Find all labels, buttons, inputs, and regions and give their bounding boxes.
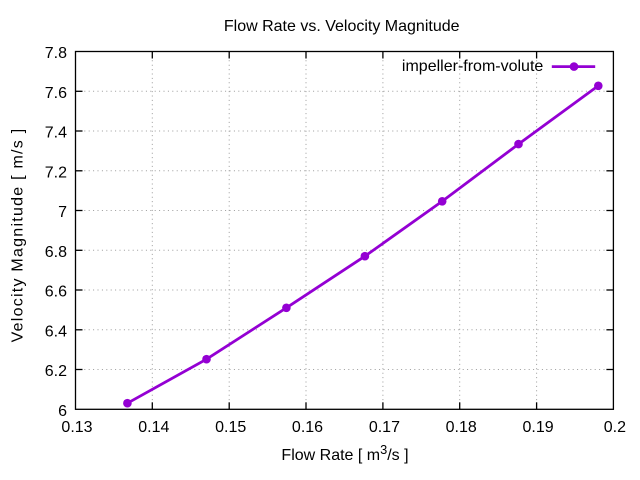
svg-text:0.18: 0.18 [446,419,477,436]
svg-text:6.2: 6.2 [45,363,67,380]
svg-text:0.17: 0.17 [369,419,400,436]
svg-text:impeller-from-volute: impeller-from-volute [402,58,543,75]
svg-text:6.8: 6.8 [45,244,67,261]
svg-text:Velocity Magnitude [ m/s ]: Velocity Magnitude [ m/s ] [10,128,27,343]
svg-text:7: 7 [58,204,67,221]
svg-text:Flow Rate [ m3/s ]: Flow Rate [ m3/s ] [281,442,408,464]
svg-text:0.19: 0.19 [523,419,554,436]
svg-text:0.15: 0.15 [215,419,246,436]
svg-text:7.4: 7.4 [45,125,67,142]
svg-text:0.2: 0.2 [604,419,626,436]
svg-text:7.8: 7.8 [45,45,67,62]
svg-text:0.13: 0.13 [61,419,92,436]
svg-text:7.6: 7.6 [45,85,67,102]
svg-text:7.2: 7.2 [45,164,67,181]
svg-text:6.4: 6.4 [45,323,67,340]
svg-text:0.16: 0.16 [292,419,323,436]
svg-text:0.14: 0.14 [138,419,169,436]
svg-text:6.6: 6.6 [45,284,67,301]
svg-text:6: 6 [58,403,67,420]
svg-text:Flow Rate vs. Velocity Magnitu: Flow Rate vs. Velocity Magnitude [224,18,460,35]
